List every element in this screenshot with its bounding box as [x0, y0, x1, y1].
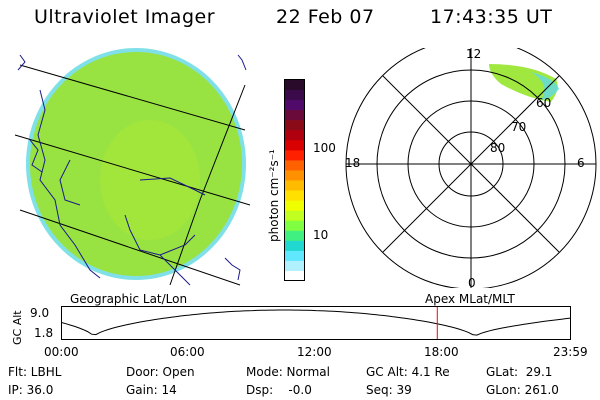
colorbar-band	[285, 180, 304, 192]
alt-tick-1-8: 1.8	[34, 326, 54, 340]
colorbar-band	[285, 170, 304, 181]
time-tick-1200: 12:00	[297, 345, 332, 359]
coastlines	[17, 54, 247, 286]
colorbar-band	[285, 270, 304, 282]
time-tick-2359: 23:59	[553, 345, 588, 359]
altitude-curve	[61, 309, 571, 336]
colorbar-band	[285, 190, 304, 202]
mlt-label-6: 6	[577, 156, 585, 170]
colorbar-band	[285, 230, 304, 242]
lat-lon-grid	[14, 64, 251, 286]
mlt-label-18: 18	[345, 156, 361, 170]
colorbar-band	[285, 110, 304, 121]
polar-panel-label: Apex MLat/MLT	[425, 292, 515, 306]
time-tick-1800: 18:00	[424, 345, 459, 359]
mode-status: Mode: Normal	[246, 365, 330, 379]
time-tick-0600: 06:00	[170, 345, 205, 359]
geographic-map	[14, 48, 251, 286]
colorbar-tick-10: 10	[313, 228, 329, 242]
colorbar-band	[285, 240, 304, 252]
colorbar-band	[285, 260, 304, 272]
ip-status: IP: 36.0	[8, 383, 54, 397]
glon-status: GLon: 261.0	[486, 383, 559, 397]
colorbar-band	[285, 120, 304, 131]
gain-status: Gain: 14	[126, 383, 177, 397]
header-time: 17:43:35 UT	[430, 6, 553, 28]
door-status: Door: Open	[126, 365, 195, 379]
glat-status: GLat: 29.1	[486, 365, 553, 379]
gc-alt-status: GC Alt: 4.1 Re	[366, 365, 450, 379]
altitude-plot	[61, 306, 571, 340]
geographic-panel-label: Geographic Lat/Lon	[70, 292, 188, 306]
colorbar	[284, 79, 305, 282]
colorbar-band	[285, 100, 304, 111]
auroral-oval-emission	[489, 64, 558, 102]
mlt-label-12: 12	[466, 47, 482, 61]
colorbar-tick-100: 100	[313, 141, 336, 155]
time-tick-0000: 00:00	[44, 345, 79, 359]
polar-plot	[345, 48, 597, 288]
mlat-label-60: 60	[536, 96, 552, 110]
colorbar-band	[285, 200, 304, 212]
colorbar-unit-label: photon cm⁻²s⁻¹	[267, 149, 281, 242]
alt-tick-9: 9.0	[30, 306, 50, 320]
colorbar-band	[285, 150, 304, 161]
colorbar-band	[285, 250, 304, 262]
colorbar-band	[285, 140, 304, 151]
dsp-status: Dsp: -0.0	[246, 383, 312, 397]
mlt-spokes	[346, 48, 596, 288]
header-date: 22 Feb 07	[276, 6, 375, 28]
mlat-label-80: 80	[490, 141, 506, 155]
mlt-label-0: 0	[468, 276, 476, 290]
colorbar-band	[285, 80, 304, 91]
colorbar-band	[285, 90, 304, 101]
colorbar-band	[285, 220, 304, 232]
colorbar-band	[285, 160, 304, 171]
instrument-title: Ultraviolet Imager	[34, 6, 216, 28]
colorbar-band	[285, 130, 304, 141]
uv-emission-disk	[30, 52, 242, 276]
mlat-label-70: 70	[511, 120, 527, 134]
colorbar-band	[285, 210, 304, 222]
seq-status: Seq: 39	[366, 383, 412, 397]
alt-axis-label: GC Alt	[11, 310, 24, 345]
filter-status: Flt: LBHL	[8, 365, 62, 379]
